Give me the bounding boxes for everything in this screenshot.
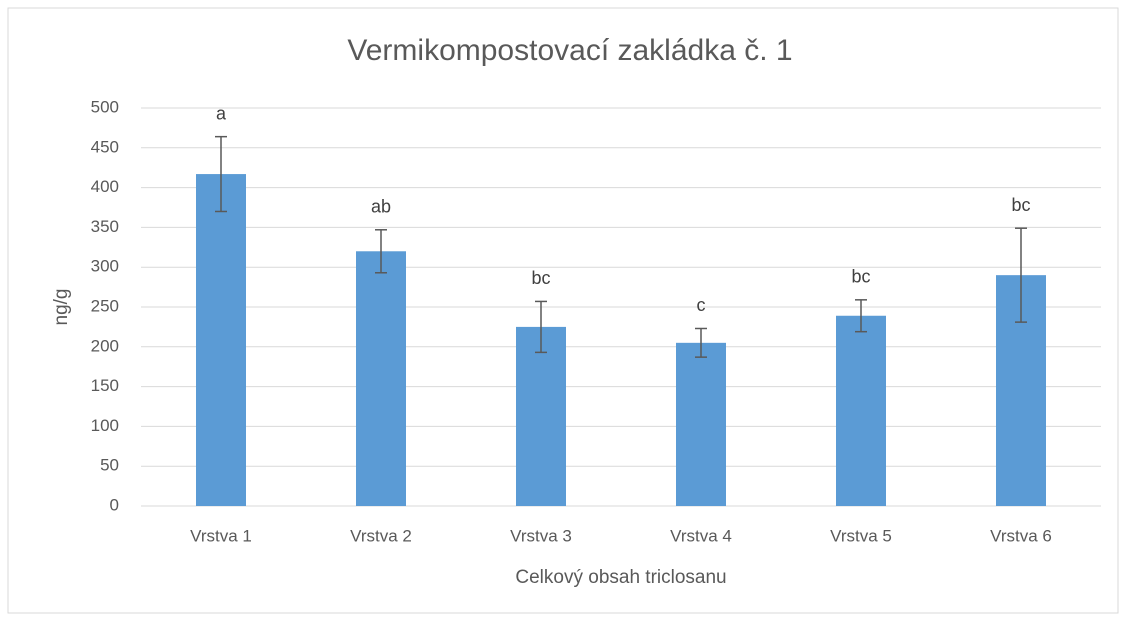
y-tick-label: 200 [91,336,119,355]
y-tick-label: 450 [91,137,119,156]
x-tick-label: Vrstva 5 [830,526,892,545]
data-label: ab [371,197,391,217]
data-label: bc [531,268,550,288]
x-tick-label: Vrstva 3 [510,526,572,545]
y-tick-label: 100 [91,416,119,435]
y-tick-label: 150 [91,376,119,395]
x-tick-label: Vrstva 4 [670,526,732,545]
x-tick-label: Vrstva 2 [350,526,412,545]
y-tick-label: 0 [110,495,119,514]
data-label: c [697,295,706,315]
x-tick-label: Vrstva 6 [990,526,1052,545]
y-tick-label: 300 [91,257,119,276]
data-label: a [216,103,227,123]
data-label: bc [851,267,870,287]
y-axis-label: ng/g [51,289,72,326]
bar [196,174,246,506]
x-axis-label: Celkový obsah triclosanu [515,567,726,588]
x-tick-label: Vrstva 1 [190,526,252,545]
bar [516,326,566,506]
y-tick-label: 250 [91,296,119,315]
data-label: bc [1011,195,1030,215]
y-tick-label: 500 [91,97,119,116]
bar [836,315,886,506]
y-tick-label: 400 [91,177,119,196]
bar [356,251,406,506]
chart-title: Vermikompostovací zakládka č. 1 [347,34,792,67]
y-tick-label: 50 [100,456,119,475]
chart-frame [7,7,1119,614]
y-tick-label: 350 [91,217,119,236]
bar [676,342,726,506]
